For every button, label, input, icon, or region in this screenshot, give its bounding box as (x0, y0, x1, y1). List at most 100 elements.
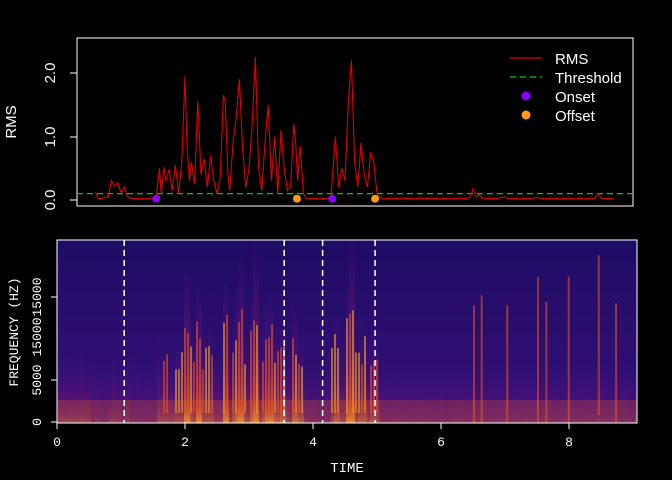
spectrogram-energy-streak (232, 352, 234, 413)
spectrogram-column (490, 378, 493, 423)
spectrogram-column (415, 381, 418, 423)
spectrogram-column (499, 385, 502, 423)
spectrogram-column (397, 369, 400, 423)
spectrogram-column (445, 391, 448, 423)
spectrogram-column (613, 373, 616, 423)
spectrogram-column (571, 374, 574, 423)
spectrogram-column (217, 363, 220, 423)
spectrogram-column (421, 376, 424, 423)
low-frequency-band (57, 400, 637, 423)
spectrogram-transient-streak (567, 276, 570, 423)
spectrogram-column (541, 373, 544, 423)
spectrogram-transient-streak (480, 295, 483, 423)
spectrogram-column (592, 383, 595, 423)
spec-y-axis-label: FREQUENCY (HZ) (7, 277, 22, 386)
onset-marker-0 (152, 194, 161, 203)
spectrogram-energy-streak (256, 324, 258, 413)
spectrogram-column (58, 356, 61, 423)
spectrogram-column (400, 376, 403, 423)
spectrogram-column (610, 371, 613, 423)
spectrogram-column (319, 381, 322, 423)
spectrogram-column (247, 345, 250, 423)
spectrogram-column (82, 354, 85, 423)
spectrogram-column (508, 384, 511, 423)
spectrogram-transient-streak (537, 276, 539, 423)
spectrogram-energy-streak (193, 361, 195, 413)
rms-plot-frame (76, 37, 634, 207)
spectrogram-column (124, 357, 127, 423)
spectrogram-energy-streak (226, 314, 228, 413)
spectrogram-energy-streak (280, 347, 282, 413)
spectrogram-column (142, 381, 145, 423)
spectrogram-column (547, 367, 550, 423)
spectrogram-column (307, 382, 310, 423)
spectrogram-column (619, 379, 622, 423)
spectrogram-column (529, 381, 532, 423)
spectrogram-image (57, 240, 637, 423)
spectrogram-column (151, 384, 154, 423)
spectrogram-column (580, 388, 583, 423)
offset-marker-0 (293, 194, 301, 203)
legend-offset-swatch (521, 110, 531, 120)
spectrogram-column (460, 368, 463, 423)
spectrogram-column (448, 390, 451, 423)
spectrogram-energy-streak (376, 359, 378, 413)
spectrogram-energy-streak (241, 309, 243, 413)
spectrogram-energy-streak (235, 340, 237, 413)
spectrogram-energy-bands (58, 243, 637, 423)
spec-y-tick-label-1: 5000 (30, 364, 45, 395)
spectrogram-column (157, 338, 160, 423)
spec-x-tick-label-6: 6 (437, 435, 445, 450)
rms-plot-area (77, 57, 633, 203)
spectrogram-energy-streak (175, 369, 177, 413)
spec-y-tick-label-3: 15000 (30, 277, 45, 316)
spectrogram-column (64, 366, 67, 423)
spectrogram-column (556, 383, 559, 423)
spectrogram-column (559, 387, 562, 423)
spec-x-tick-label-0: 0 (53, 435, 61, 450)
spectrogram-column (412, 383, 415, 423)
spectrogram-column (88, 361, 91, 423)
spectrogram-energy-streak (331, 347, 333, 413)
spectrogram-column (496, 382, 499, 423)
spec-x-axis-label: TIME (330, 461, 364, 477)
spectrogram-column (391, 373, 394, 423)
spectrogram-column (121, 384, 124, 423)
spectrogram-column (583, 374, 586, 423)
spectrogram-column (94, 369, 97, 423)
onset-marker-1 (328, 194, 337, 203)
rms-y-tick-label-2: 2.0 (42, 63, 59, 84)
spectrogram-column (601, 377, 604, 423)
spectrogram-energy-streak (295, 354, 297, 413)
spectrogram-energy-streak (346, 318, 348, 413)
spectrogram-column (631, 389, 634, 423)
spectrogram-column (454, 380, 457, 423)
spec-x-tick-label-2: 2 (181, 435, 189, 450)
spectrogram-column (430, 379, 433, 423)
spectrogram-column (229, 360, 232, 423)
spectrogram-energy-streak (262, 361, 264, 413)
spectrogram-column (595, 378, 598, 423)
spectrogram-energy-streak (181, 352, 183, 413)
spectrogram-column (379, 377, 382, 423)
spectrogram-column (418, 369, 421, 423)
spectrogram-energy-streak (274, 362, 276, 413)
spectrogram-column (172, 362, 175, 423)
spectrogram-column (367, 365, 370, 423)
spectrogram-frame (56, 239, 638, 424)
spectrogram-column (97, 383, 100, 423)
spectrogram-energy-streak (271, 324, 273, 413)
spectrogram-column (106, 373, 109, 423)
spectrogram-column (406, 371, 409, 423)
spectrogram-energy-streak (190, 346, 192, 413)
spectrogram-column (214, 366, 217, 423)
spectrogram-energy-streak (301, 366, 303, 413)
spectrogram-transient-streak (473, 305, 475, 423)
spectrogram-column (532, 389, 535, 423)
boundary-lines (123, 240, 376, 423)
spectrogram-energy-streak (283, 346, 285, 413)
spectrogram-column (289, 357, 292, 423)
spectrogram-column (553, 382, 556, 423)
spectrogram-column (535, 385, 538, 423)
